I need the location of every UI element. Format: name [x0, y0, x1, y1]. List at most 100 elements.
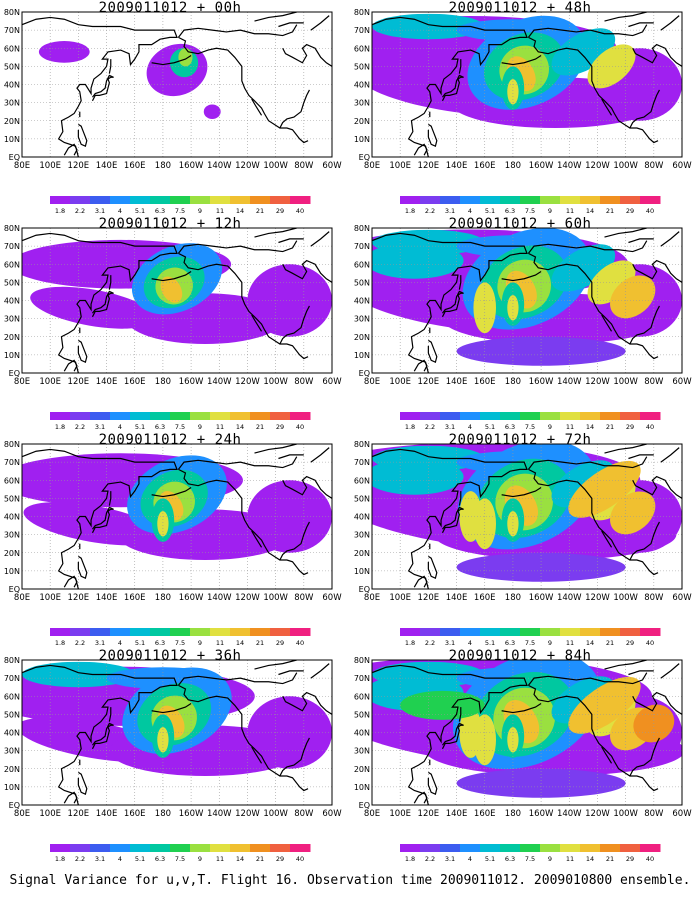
colorbar-label: 11: [566, 855, 574, 862]
lat-label: 10N: [354, 351, 370, 360]
colorbar-swatch: [150, 196, 171, 204]
lon-label: 180: [505, 593, 521, 603]
colorbar-label: 21: [256, 855, 264, 862]
colorbar-swatch: [560, 628, 581, 636]
lon-label: 160W: [179, 377, 204, 387]
lon-label: 120E: [68, 593, 90, 603]
variance-map: EQ 10N 20N 30N 40N 50N 60N 70N 80N 80E 100E 120E 140…: [4, 440, 342, 603]
lat-label: EQ: [359, 369, 370, 378]
colorbar-label: 9: [548, 855, 552, 862]
lon-label: 60W: [672, 809, 692, 819]
lon-label: 160E: [474, 593, 496, 603]
lat-label: 60N: [354, 692, 370, 701]
lat-label: 40N: [4, 729, 20, 738]
lat-label: 50N: [354, 278, 370, 287]
colorbar-label: 40: [646, 423, 654, 430]
colorbar-swatch: [170, 628, 191, 636]
lat-label: 60N: [354, 260, 370, 269]
lon-label: 100W: [263, 593, 288, 603]
colorbar-swatch: [500, 412, 521, 420]
lon-label: 160E: [474, 377, 496, 387]
colorbar-swatch: [290, 628, 311, 636]
colorbar-label: 6.3: [505, 207, 515, 214]
colorbar: 1.8 2.2 3.1 4 5.1 6.3 7.5 9 11 14 21 29 40: [50, 844, 311, 862]
lon-label: 60W: [322, 809, 342, 819]
colorbar-swatch: [150, 628, 171, 636]
colorbar-label: 5.1: [135, 207, 145, 214]
lon-label: 60W: [322, 377, 342, 387]
colorbar-label: 29: [626, 423, 634, 430]
lon-label: 140E: [96, 593, 118, 603]
colorbar-swatch: [70, 628, 91, 636]
colorbar-label: 1.8: [55, 639, 65, 646]
lon-label: 120W: [585, 377, 610, 387]
colorbar-label: 14: [586, 855, 594, 862]
colorbar-swatch: [480, 628, 501, 636]
colorbar-swatch: [500, 196, 521, 204]
colorbar-swatch: [420, 628, 441, 636]
colorbar-swatch: [290, 412, 311, 420]
lon-label: 100E: [39, 377, 61, 387]
colorbar-swatch: [480, 196, 501, 204]
colorbar-swatch: [540, 196, 561, 204]
lon-label: 80W: [294, 809, 314, 819]
colorbar-label: 7.5: [525, 423, 535, 430]
colorbar-label: 9: [198, 855, 202, 862]
colorbar-swatch: [50, 196, 71, 204]
colorbar-label: 21: [606, 423, 614, 430]
lon-label: 140W: [557, 593, 582, 603]
lat-label: 20N: [354, 549, 370, 558]
lat-label: 60N: [354, 476, 370, 485]
colorbar-swatch: [420, 844, 441, 852]
lat-label: 80N: [354, 656, 370, 665]
lon-label: 80W: [294, 593, 314, 603]
colorbar-label: 40: [296, 855, 304, 862]
map-panel: 2009011012 + 60h EQ 10N 20N 30N 40N 50N 60N 70N 8…: [350, 216, 692, 431]
lon-label: 100E: [39, 161, 61, 171]
lat-label: 80N: [4, 224, 20, 233]
lon-label: 100W: [613, 377, 638, 387]
colorbar-swatch: [50, 844, 71, 852]
lat-label: 10N: [354, 135, 370, 144]
colorbar-label: 6.3: [155, 639, 165, 646]
lon-label: 100E: [389, 161, 411, 171]
colorbar-label: 4: [468, 423, 472, 430]
colorbar-swatch: [150, 844, 171, 852]
colorbar-swatch: [270, 412, 291, 420]
lon-label: 140E: [96, 161, 118, 171]
lat-label: 20N: [354, 117, 370, 126]
colorbar-swatch: [90, 628, 111, 636]
lat-label: EQ: [9, 585, 20, 594]
lat-label: 20N: [4, 549, 20, 558]
colorbar-label: 9: [548, 207, 552, 214]
colorbar-swatch: [560, 412, 581, 420]
colorbar-label: 9: [198, 639, 202, 646]
lat-label: 50N: [4, 278, 20, 287]
colorbar-label: 40: [646, 855, 654, 862]
colorbar-swatch: [50, 412, 71, 420]
colorbar-swatch: [460, 196, 481, 204]
lon-label: 140E: [96, 809, 118, 819]
lat-label: 70N: [354, 242, 370, 251]
colorbar-label: 6.3: [155, 855, 165, 862]
lat-label: 50N: [354, 62, 370, 71]
colorbar-swatch: [640, 844, 661, 852]
colorbar-label: 14: [236, 207, 244, 214]
colorbar-swatch: [580, 196, 601, 204]
variance-map: EQ 10N 20N 30N 40N 50N 60N 70N 80N 80E 100E 120E 140…: [354, 440, 692, 603]
lon-label: 100E: [389, 593, 411, 603]
lat-label: 80N: [4, 656, 20, 665]
colorbar-swatch: [70, 412, 91, 420]
colorbar-label: 2.2: [425, 423, 435, 430]
lon-label: 80E: [364, 593, 380, 603]
colorbar-swatch: [250, 412, 271, 420]
lat-label: 50N: [4, 710, 20, 719]
colorbar-swatch: [480, 844, 501, 852]
lon-label: 160E: [124, 161, 146, 171]
colorbar-label: 5.1: [485, 207, 495, 214]
map-panel: 2009011012 + 24h EQ 10N 20N 30N 40N 50N 60N 70N 8…: [0, 432, 342, 647]
lat-label: 20N: [4, 765, 20, 774]
colorbar-label: 2.2: [75, 639, 85, 646]
colorbar-label: 3.1: [445, 639, 455, 646]
